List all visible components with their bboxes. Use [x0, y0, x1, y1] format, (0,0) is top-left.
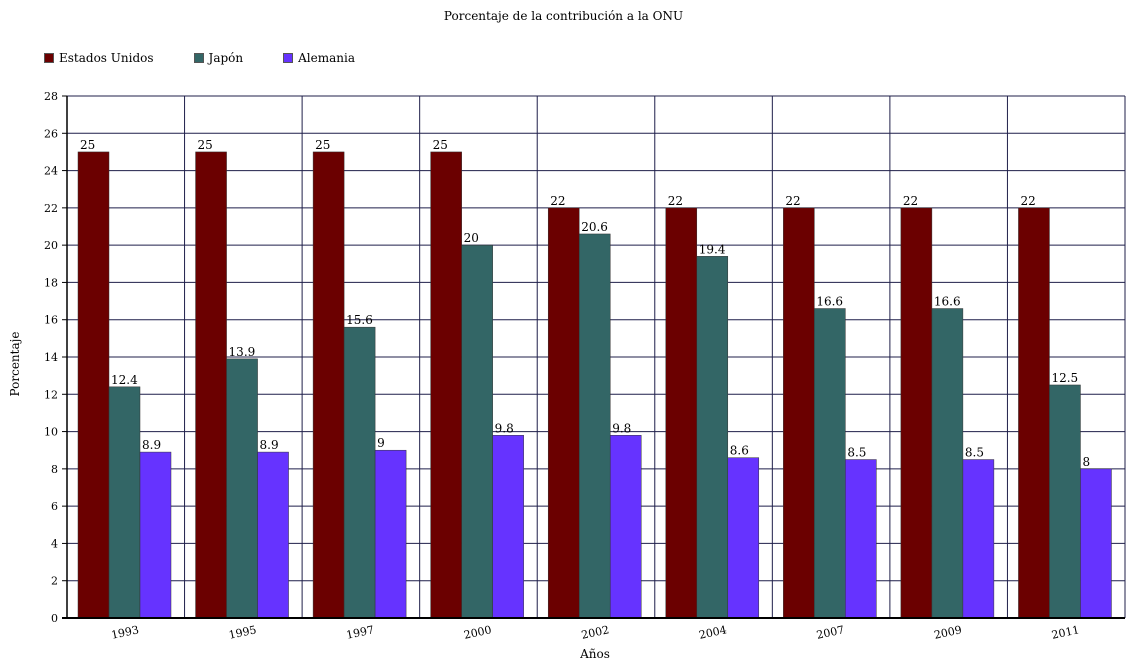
data-label: 9.8: [612, 421, 631, 435]
bar-estados-unidos: [77, 151, 110, 619]
x-axis-label: Años: [579, 647, 610, 661]
data-label: 25: [80, 138, 95, 152]
data-label: 8: [1082, 455, 1090, 469]
y-tick-label: 22: [44, 202, 58, 215]
legend-label-alemania: Alemania: [298, 51, 355, 65]
y-tick-label: 2: [51, 575, 58, 588]
bar-japon: [461, 244, 493, 619]
y-tick-label: 12: [44, 388, 58, 401]
y-tick-label: 14: [44, 351, 58, 364]
bar-alemania: [257, 451, 289, 619]
bar-alemania: [374, 449, 407, 619]
x-tick-label: 2004: [698, 623, 728, 642]
chart-title: Porcentaje de la contribución a la ONU: [443, 9, 684, 23]
bar-japon: [1049, 384, 1081, 619]
data-label: 20: [464, 231, 479, 245]
bar-estados-unidos: [430, 151, 462, 619]
x-tick-label: 2002: [580, 623, 610, 642]
bar-japon: [931, 308, 964, 619]
bar-estados-unidos: [547, 207, 580, 619]
x-tick-label: 1995: [228, 623, 258, 642]
y-tick-label: 16: [44, 314, 58, 327]
data-label: 12.4: [111, 373, 138, 387]
y-tick-label: 4: [51, 537, 58, 550]
x-tick-label: 2009: [933, 623, 963, 642]
bar-japon: [696, 256, 729, 619]
y-tick-label: 6: [51, 500, 58, 513]
data-label: 8.9: [142, 438, 161, 452]
data-label: 22: [668, 194, 683, 208]
bar-japon: [578, 233, 611, 619]
data-label: 22: [785, 194, 800, 208]
legend: Estados Unidos Japón Alemania: [44, 51, 355, 65]
y-tick-label: 26: [44, 127, 58, 140]
x-tick-label: 1993: [110, 623, 140, 642]
x-tick-label: 2011: [1050, 623, 1080, 642]
legend-item-alemania: Alemania: [283, 51, 355, 65]
data-label: 8.6: [730, 444, 749, 458]
bar-japon: [108, 386, 141, 619]
data-label: 16.6: [934, 295, 961, 309]
legend-label-estados-unidos: Estados Unidos: [59, 51, 154, 65]
bar-japon: [226, 358, 258, 619]
data-label: 19.4: [699, 242, 726, 256]
data-label: 13.9: [229, 345, 256, 359]
data-label: 22: [550, 194, 565, 208]
data-label: 9.8: [495, 421, 514, 435]
bar-japon: [343, 326, 376, 619]
legend-item-estados-unidos: Estados Unidos: [44, 51, 154, 65]
bar-alemania: [492, 435, 524, 619]
legend-item-japon: Japón: [193, 51, 244, 65]
data-label: 25: [315, 138, 330, 152]
data-label: 8.5: [965, 446, 984, 460]
data-label: 8.9: [260, 438, 279, 452]
bar-estados-unidos: [665, 207, 698, 619]
data-label: 16.6: [816, 295, 843, 309]
y-tick-label: 24: [44, 165, 58, 178]
data-label: 22: [1020, 194, 1035, 208]
legend-label-japon: Japón: [208, 51, 244, 65]
y-tick-label: 28: [44, 90, 58, 103]
bar-japon: [814, 308, 846, 619]
bar-alemania: [139, 451, 172, 619]
y-tick-label: 0: [51, 612, 58, 625]
bar-estados-unidos: [1018, 207, 1050, 619]
y-axis-label: Porcentaje: [8, 332, 22, 397]
legend-swatch-estados-unidos: [44, 53, 54, 63]
y-tick-label: 18: [44, 276, 58, 289]
x-tick-label: 2000: [463, 623, 493, 642]
data-label: 25: [433, 138, 448, 152]
legend-swatch-alemania: [283, 53, 294, 63]
y-tick-label: 20: [44, 239, 58, 252]
y-tick-label: 10: [44, 426, 58, 439]
bar-alemania: [727, 457, 760, 619]
x-tick-label: 2007: [815, 623, 845, 642]
bar-alemania: [845, 459, 877, 619]
legend-swatch-japon: [193, 53, 204, 63]
data-label: 25: [198, 138, 213, 152]
data-label: 20.6: [581, 220, 608, 234]
bar-alemania: [609, 435, 642, 619]
bar-estados-unidos: [312, 151, 345, 619]
data-label: 8.5: [847, 446, 866, 460]
data-label: 22: [903, 194, 918, 208]
data-label: 9: [377, 436, 385, 450]
data-label: 15.6: [346, 313, 373, 327]
bar-estados-unidos: [783, 207, 815, 619]
x-tick-label: 1997: [345, 623, 375, 642]
bar-alemania: [962, 459, 995, 619]
data-label: 12.5: [1051, 371, 1078, 385]
bar-estados-unidos: [195, 151, 227, 619]
y-tick-label: 8: [51, 463, 58, 476]
bar-estados-unidos: [900, 207, 933, 619]
bar-alemania: [1080, 468, 1112, 619]
